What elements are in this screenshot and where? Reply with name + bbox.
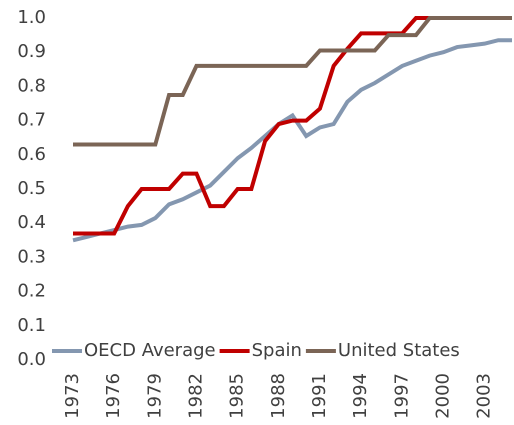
y-tick-label: 0.4 [17, 212, 46, 233]
legend-label: OECD Average [84, 340, 216, 361]
legend-label: Spain [252, 340, 302, 361]
line [72, 38, 512, 243]
y-tick-label: 0.9 [17, 41, 46, 62]
x-tick-label: 2000 [432, 373, 453, 419]
y-tick-label: 0.2 [17, 281, 46, 302]
y-tick-label: 0.5 [17, 178, 46, 199]
line [73, 16, 512, 147]
x-tick-label: 1997 [391, 373, 412, 419]
x-tick-label: 1991 [309, 373, 330, 419]
x-tick-label: 1973 [62, 373, 83, 419]
y-tick-label: 0.0 [17, 349, 46, 370]
y-tick-label: 0.8 [17, 75, 46, 96]
x-tick-label: 1979 [144, 373, 165, 419]
x-tick-label: 1985 [227, 373, 248, 419]
legend-label: United States [338, 340, 460, 361]
x-tick-label: 1994 [350, 373, 371, 419]
y-tick-label: 0.3 [17, 246, 46, 267]
y-tick-label: 1.0 [17, 7, 46, 28]
x-tick-label: 1988 [268, 373, 289, 419]
x-tick-label: 2003 [474, 373, 495, 419]
y-tick-label: 0.7 [17, 110, 46, 131]
x-tick-label: 1976 [103, 373, 124, 419]
y-tick-label: 0.1 [17, 315, 46, 336]
y-tick-label: 0.6 [17, 144, 46, 165]
x-tick-label: 1982 [185, 373, 206, 419]
